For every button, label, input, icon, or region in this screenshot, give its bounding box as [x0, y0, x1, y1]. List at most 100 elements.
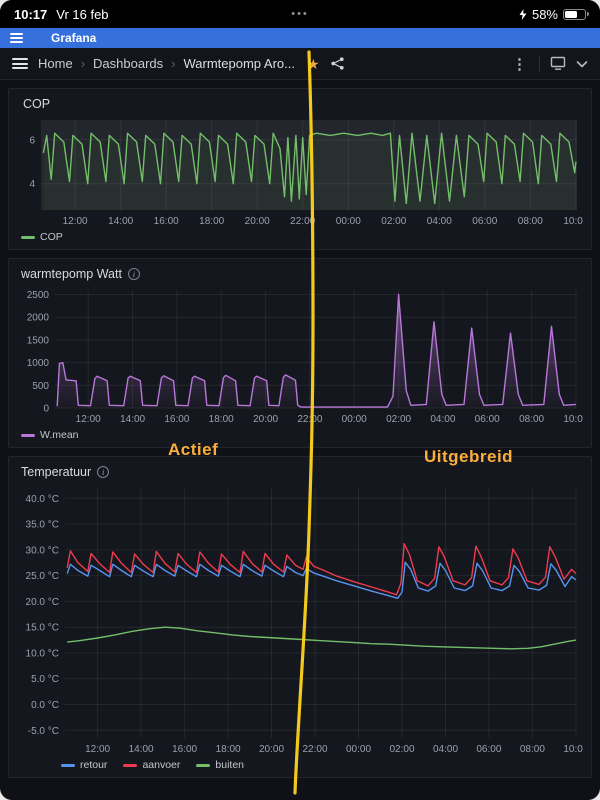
legend-item-cop[interactable]: COP — [21, 231, 63, 243]
svg-text:0.0 °C: 0.0 °C — [31, 700, 59, 711]
panel-title-text: Temperatuur — [21, 465, 92, 479]
svg-text:02:00: 02:00 — [389, 744, 414, 755]
chevron-down-icon[interactable] — [576, 60, 588, 68]
status-date: Vr 16 feb — [56, 6, 109, 22]
legend-item-retour[interactable]: retour — [61, 759, 107, 771]
battery-percent: 58% — [531, 6, 558, 22]
svg-text:10:00: 10:00 — [563, 216, 583, 227]
svg-text:1000: 1000 — [27, 358, 50, 369]
multitask-dots-icon: ••• — [291, 8, 309, 20]
cop-chart[interactable]: 12:00 14:00 16:00 18:00 20:00 22:00 00:00 02:00… — [17, 116, 583, 228]
svg-text:12:00: 12:00 — [76, 414, 101, 425]
svg-text:02:00: 02:00 — [381, 216, 406, 227]
legend-swatch — [123, 763, 138, 767]
tv-mode-icon[interactable] — [550, 56, 566, 71]
panel-legend: W.mean — [17, 426, 583, 443]
legend-swatch — [21, 433, 35, 437]
svg-text:12:00: 12:00 — [63, 216, 88, 227]
svg-text:-5.0 °C: -5.0 °C — [28, 726, 59, 737]
svg-text:16:00: 16:00 — [154, 216, 179, 227]
watt-chart[interactable]: 12:00 14:00 16:00 18:00 20:00 22:00 00:00 02:00… — [17, 286, 583, 426]
battery-icon — [563, 8, 589, 20]
temperature-chart[interactable]: 12:00 14:00 16:00 18:00 20:00 22:00 00:00 02:00… — [17, 484, 583, 756]
panel-title: Temperatuur i — [17, 463, 583, 484]
legend-item-wmean[interactable]: W.mean — [21, 429, 79, 441]
panel-menu-kebab-icon[interactable]: ⋮ — [512, 55, 527, 73]
battery-fill — [565, 10, 578, 18]
legend-label: aanvoer — [142, 759, 181, 771]
legend-label: COP — [40, 231, 63, 243]
app-title: Grafana — [51, 31, 97, 45]
svg-text:22:00: 22:00 — [297, 414, 322, 425]
breadcrumb-separator-icon: › — [80, 56, 86, 71]
breadcrumb-dashboards[interactable]: Dashboards — [93, 56, 164, 71]
favorite-star-icon[interactable]: ★ — [306, 55, 320, 72]
legend-label: W.mean — [40, 429, 79, 441]
nav-menu-icon[interactable] — [12, 58, 28, 69]
breadcrumb-home[interactable]: Home — [38, 56, 73, 71]
dashboard-nav-bar: Home › Dashboards › Warmtepomp Aro... ★ … — [0, 48, 600, 80]
svg-text:1500: 1500 — [27, 335, 50, 346]
svg-text:14:00: 14:00 — [108, 216, 133, 227]
svg-text:18:00: 18:00 — [209, 414, 234, 425]
svg-text:10:00: 10:00 — [563, 744, 583, 755]
svg-text:04:00: 04:00 — [430, 414, 455, 425]
svg-text:10.0 °C: 10.0 °C — [26, 648, 59, 659]
svg-text:22:00: 22:00 — [290, 216, 315, 227]
svg-text:10:00: 10:00 — [563, 414, 583, 425]
svg-text:6: 6 — [29, 135, 35, 146]
svg-text:20.0 °C: 20.0 °C — [26, 597, 59, 608]
svg-text:06:00: 06:00 — [476, 744, 501, 755]
ios-status-bar: 10:17 Vr 16 feb ••• 58% — [0, 0, 600, 28]
svg-text:40.0 °C: 40.0 °C — [26, 494, 59, 505]
share-icon[interactable] — [330, 56, 345, 71]
legend-item-buiten[interactable]: buiten — [196, 759, 244, 771]
panel-cop: COP 12:00 14:00 16:00 18:00 20:00 22:00 00:00 0… — [8, 88, 592, 250]
svg-text:0: 0 — [43, 404, 49, 415]
svg-text:20:00: 20:00 — [253, 414, 278, 425]
svg-text:35.0 °C: 35.0 °C — [26, 520, 59, 531]
breadcrumb-current-dashboard[interactable]: Warmtepomp Aro... — [183, 56, 295, 71]
svg-text:30.0 °C: 30.0 °C — [26, 545, 59, 556]
svg-text:14:00: 14:00 — [129, 744, 154, 755]
panel-title-text: warmtepomp Watt — [21, 267, 122, 281]
svg-text:4: 4 — [29, 179, 35, 190]
breadcrumb: Home › Dashboards › Warmtepomp Aro... — [38, 56, 295, 71]
svg-text:16:00: 16:00 — [172, 744, 197, 755]
svg-text:08:00: 08:00 — [520, 744, 545, 755]
breadcrumb-separator-icon: › — [171, 56, 176, 71]
panel-legend: retour aanvoer buiten — [57, 756, 583, 773]
grafana-app-bar: Grafana — [0, 28, 600, 48]
info-icon[interactable]: i — [97, 466, 110, 478]
svg-text:14:00: 14:00 — [120, 414, 145, 425]
panel-title: COP — [17, 95, 583, 116]
svg-text:20:00: 20:00 — [259, 744, 284, 755]
panel-legend: COP — [17, 228, 583, 245]
svg-text:2000: 2000 — [27, 313, 50, 324]
svg-text:04:00: 04:00 — [433, 744, 458, 755]
svg-text:08:00: 08:00 — [519, 414, 544, 425]
legend-swatch — [61, 763, 75, 767]
panel-title: warmtepomp Watt i — [17, 265, 583, 286]
charging-bolt-icon — [519, 8, 527, 20]
panel-temperatuur: Temperatuur i 12:00 14:00 16:00 18:00 20:00 2… — [8, 456, 592, 778]
panel-title-text: COP — [23, 97, 51, 111]
dashboard-body: COP 12:00 14:00 16:00 18:00 20:00 22:00 00:00 0… — [0, 80, 600, 786]
legend-label: retour — [80, 759, 108, 771]
svg-text:20:00: 20:00 — [245, 216, 270, 227]
app-menu-icon[interactable] — [10, 33, 23, 43]
svg-text:15.0 °C: 15.0 °C — [26, 623, 59, 634]
svg-text:00:00: 00:00 — [342, 414, 367, 425]
svg-text:00:00: 00:00 — [346, 744, 371, 755]
svg-text:5.0 °C: 5.0 °C — [31, 674, 59, 685]
info-icon[interactable]: i — [127, 268, 140, 280]
nav-divider — [539, 55, 540, 72]
legend-swatch — [21, 235, 35, 239]
svg-text:25.0 °C: 25.0 °C — [26, 571, 59, 582]
status-clock: 10:17 — [14, 6, 48, 22]
svg-text:06:00: 06:00 — [475, 414, 500, 425]
legend-item-aanvoer[interactable]: aanvoer — [123, 759, 180, 771]
svg-text:12:00: 12:00 — [85, 744, 110, 755]
svg-text:18:00: 18:00 — [216, 744, 241, 755]
